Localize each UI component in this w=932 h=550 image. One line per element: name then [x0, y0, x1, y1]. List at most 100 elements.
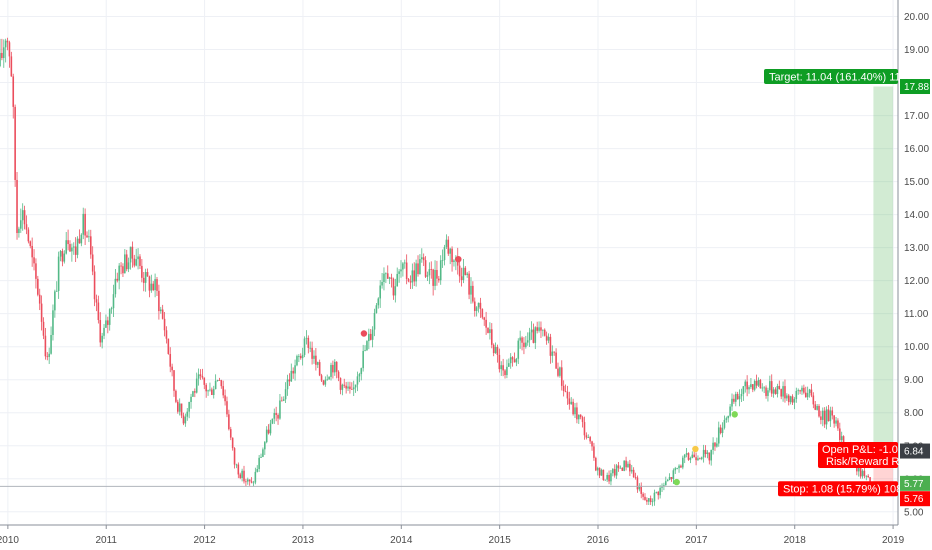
- candle-body: [38, 294, 41, 304]
- candle-body: [386, 273, 389, 279]
- candle-body: [21, 210, 24, 221]
- candle-body: [683, 454, 686, 458]
- candle-body: [731, 398, 733, 407]
- candle-body: [379, 285, 381, 299]
- candle-body: [211, 389, 213, 395]
- candle-body: [780, 389, 782, 397]
- y-tick-label: 16.00: [904, 144, 929, 155]
- candle-body: [753, 380, 756, 390]
- candle-body: [538, 327, 540, 331]
- candle-body: [343, 384, 346, 386]
- candle-body: [687, 453, 690, 460]
- candle-body: [585, 435, 588, 438]
- candle-body: [243, 470, 245, 482]
- candle-body: [806, 393, 809, 398]
- candle-body: [818, 405, 820, 417]
- candle-body: [108, 309, 111, 325]
- candle-body: [120, 265, 122, 267]
- candle-body: [290, 370, 293, 382]
- candle-body: [591, 441, 593, 447]
- candle-body: [784, 386, 786, 399]
- trade-markers: [360, 255, 738, 486]
- candle-body: [23, 210, 26, 225]
- candle-body: [194, 391, 196, 393]
- candle-body: [29, 241, 32, 246]
- trade-marker: [360, 330, 368, 337]
- current-price-badge-bg: [900, 475, 930, 491]
- candle-body: [241, 470, 243, 478]
- candle-body: [576, 407, 578, 420]
- candle-body: [820, 416, 822, 420]
- candle-body: [246, 479, 249, 482]
- candle-body: [451, 248, 453, 262]
- candle-body: [286, 379, 289, 390]
- candle-body: [330, 364, 332, 377]
- profit-zone[interactable]: [873, 86, 894, 452]
- candle-body: [653, 492, 656, 502]
- candle-body: [769, 381, 771, 391]
- candle-body: [10, 56, 13, 77]
- candle-body: [721, 427, 724, 434]
- candle-body: [498, 354, 501, 370]
- candle-body: [568, 398, 571, 405]
- candle-body: [814, 404, 817, 410]
- stop-price-badge-bg: [900, 491, 930, 507]
- candle-body: [6, 40, 9, 43]
- candle-body: [93, 271, 96, 300]
- y-tick-label: 20.00: [904, 12, 929, 23]
- candle-body: [262, 449, 264, 457]
- candle-body: [460, 276, 463, 281]
- candle-body: [282, 399, 285, 401]
- x-tick-label: 2018: [784, 535, 807, 546]
- candle-body: [54, 291, 56, 311]
- candle-body: [511, 357, 514, 360]
- candle-body: [564, 390, 567, 392]
- candle-body: [797, 390, 800, 392]
- candle-body: [634, 477, 637, 478]
- candle-body: [621, 467, 624, 471]
- candle-body: [649, 498, 652, 502]
- candle-body: [385, 273, 387, 275]
- candle-body: [816, 405, 818, 410]
- candle-body: [252, 482, 255, 484]
- candle-body: [627, 463, 629, 468]
- candle-body: [237, 464, 240, 475]
- candle-body: [496, 346, 499, 355]
- candle-body: [1, 52, 3, 59]
- candle-body: [2, 47, 5, 59]
- candle-body: [640, 485, 643, 494]
- candle-body: [685, 453, 688, 455]
- x-tick-label: 2010: [0, 535, 19, 546]
- candle-body: [14, 106, 16, 180]
- candle-body: [199, 374, 202, 376]
- y-tick-label: 8.00: [904, 408, 924, 419]
- x-tick-label: 2019: [882, 535, 905, 546]
- candle-body: [224, 395, 226, 402]
- candle-body: [700, 457, 703, 459]
- position-zones[interactable]: [0, 86, 898, 487]
- candle-body: [464, 267, 467, 275]
- candle-body: [638, 485, 641, 490]
- candle-body: [137, 256, 139, 260]
- candle-body: [426, 275, 429, 277]
- candle-body: [441, 260, 444, 261]
- candle-body: [740, 393, 743, 397]
- candle-body: [226, 401, 228, 415]
- candle-body: [782, 386, 784, 397]
- candle-body: [8, 42, 11, 57]
- candle-body: [205, 384, 207, 392]
- candle-body: [708, 452, 711, 461]
- candle-body: [610, 473, 612, 482]
- candle-body: [804, 392, 807, 398]
- candle-body: [165, 330, 168, 339]
- candle-body: [810, 389, 813, 396]
- candle-body: [421, 257, 423, 260]
- candle-body: [859, 463, 862, 477]
- candle-body: [299, 356, 302, 359]
- candle-body: [316, 362, 319, 365]
- candle-body: [831, 410, 834, 416]
- candle-body: [409, 281, 412, 283]
- candle-body: [704, 449, 707, 455]
- candle-body: [680, 465, 682, 468]
